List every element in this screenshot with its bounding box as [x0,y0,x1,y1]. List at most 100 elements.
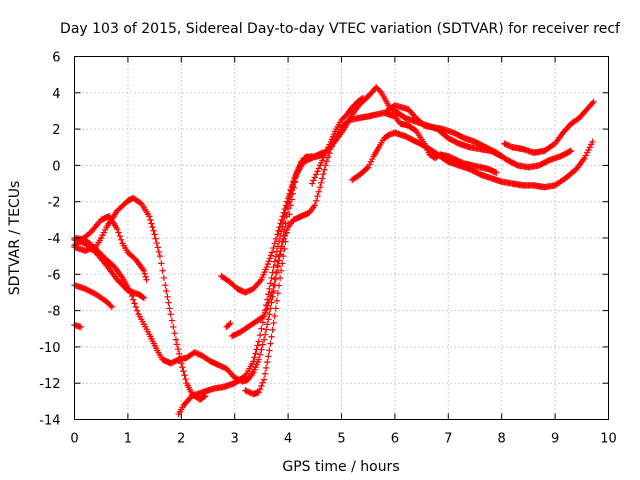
data-point [265,299,272,306]
data-point [148,220,155,227]
data-point [180,368,187,375]
data-point [567,147,575,155]
data-point [315,188,323,195]
data-point [154,244,162,251]
data-point [118,236,125,244]
y-axis-label: SDTVAR / TECUs [7,181,23,296]
data-point [166,305,173,312]
data-point [265,316,272,323]
data-point [139,293,147,301]
grid [74,56,609,420]
data-point [279,260,286,267]
data-point [291,178,299,186]
data-point [377,88,384,95]
data-point [265,353,272,360]
data-point [294,169,301,176]
data-point [264,358,271,366]
data-point [359,95,367,102]
data-point [255,389,262,396]
data-point [281,232,289,240]
data-point [272,253,280,260]
data-point [262,309,269,316]
data-point [260,336,268,343]
data-point [277,220,284,227]
x-tick-label: 10 [600,432,617,447]
data-point [264,302,271,310]
data-point [258,325,265,332]
data-point [276,223,283,231]
data-point [288,196,296,203]
y-tick-label: -4 [48,232,61,247]
data-point [254,342,261,349]
data-point [256,331,264,339]
data-point [263,364,270,372]
y-tick-label: -14 [39,414,60,429]
y-tick-label: 6 [52,51,60,66]
data-point [268,333,275,340]
series-track-l [308,95,367,187]
series-track-d [71,321,85,331]
data-point [263,306,270,313]
data-point [308,180,316,187]
data-point [140,267,148,274]
data-point [323,158,331,165]
data-point [255,338,262,345]
data-point [150,227,157,234]
data-point [159,267,166,274]
y-tick-label: 4 [52,87,60,102]
data-point [566,148,574,155]
data-point [270,319,277,327]
x-tick-label: 7 [444,432,452,447]
data-point [283,229,290,236]
data-point [302,154,309,161]
data-point [266,285,273,293]
data-point [310,177,317,184]
data-point [146,213,153,220]
data-point [268,274,275,282]
data-point [271,258,278,265]
data-point [266,347,273,354]
data-point [172,336,180,343]
data-point [143,276,150,283]
data-point [270,244,277,252]
data-point [127,289,134,296]
data-point [163,287,170,295]
series-track-n [383,102,575,171]
data-point [270,263,277,271]
data-point [280,209,288,216]
data-point [363,165,371,172]
data-point [315,165,323,172]
data-point [140,294,148,302]
data-point [132,303,140,311]
data-point [322,162,329,169]
data-point [240,373,248,380]
data-point [274,289,282,297]
data-point [275,282,283,289]
series-track-i [223,320,234,331]
data-point [116,232,124,240]
chart-title: Day 103 of 2015, Sidereal Day-to-day VTE… [60,21,621,37]
data-point [268,289,276,296]
data-point [261,370,269,377]
data-point [274,262,281,269]
data-point [318,179,325,187]
data-point [256,351,264,358]
data-point [289,190,297,197]
data-point [130,296,137,303]
x-tick-label: 2 [177,432,185,447]
data-point [271,312,278,320]
data-point [253,346,260,353]
data-point [153,239,160,247]
data-point [314,168,321,175]
data-point [155,248,163,255]
data-point [175,350,183,357]
data-point [167,311,174,318]
data-point [281,245,288,253]
data-point [77,323,85,331]
data-point [493,169,500,176]
data-point [272,305,280,312]
data-point [295,165,302,173]
data-point [259,379,266,386]
data-point [173,341,181,348]
